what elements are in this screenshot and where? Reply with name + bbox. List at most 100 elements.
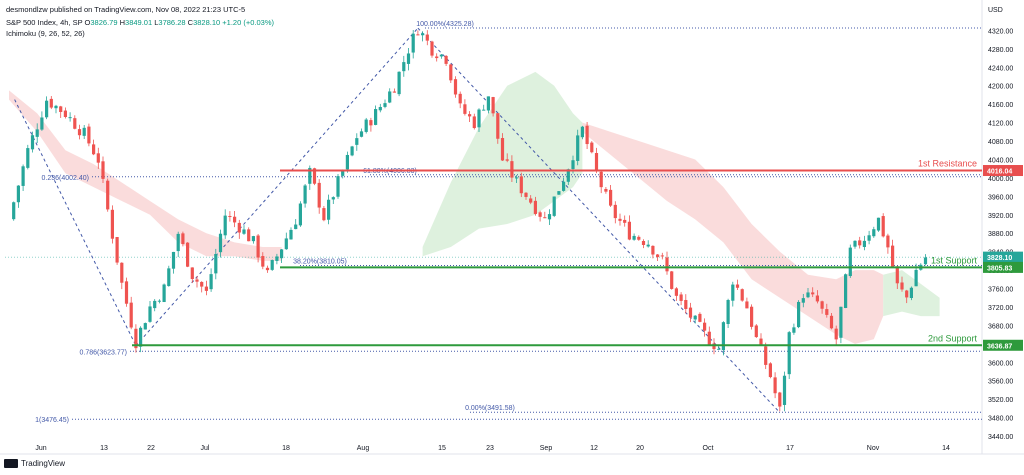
candle <box>383 103 387 107</box>
time-tick-label: Jul <box>201 445 210 452</box>
candle <box>552 196 556 216</box>
candle <box>515 177 519 179</box>
candle <box>209 274 213 290</box>
candle <box>186 242 190 267</box>
candle <box>764 346 768 365</box>
candle <box>16 185 20 203</box>
candle <box>21 166 25 186</box>
candle <box>562 181 566 191</box>
ohlc-low-label: L <box>154 18 159 27</box>
price-tick-label: 3560.00 <box>988 379 1013 386</box>
candle <box>782 375 787 405</box>
candle <box>881 216 885 237</box>
candle <box>374 109 378 125</box>
candle <box>637 236 641 240</box>
candle <box>411 33 415 53</box>
support-price-badge <box>983 261 1023 273</box>
candle <box>496 113 500 139</box>
candle <box>195 279 199 282</box>
candle <box>740 289 744 301</box>
candle <box>482 109 486 111</box>
candle <box>270 260 274 270</box>
candle <box>176 233 180 252</box>
candle <box>486 96 490 111</box>
symbol-ohlc-line: S&P 500 Index, 4h, SP O3826.79 H3849.01 … <box>6 18 274 27</box>
candle <box>547 214 552 220</box>
candle <box>853 240 857 247</box>
candle <box>327 199 331 220</box>
candle <box>449 64 453 81</box>
time-tick-label: 15 <box>438 445 446 452</box>
candle <box>402 62 406 72</box>
candle <box>298 203 302 226</box>
candle <box>533 200 537 214</box>
price-tick-label: 4240.00 <box>988 65 1013 72</box>
candle <box>609 189 613 206</box>
candle <box>331 197 335 200</box>
candle <box>891 245 895 267</box>
time-tick-label: Jun <box>35 445 46 452</box>
candle <box>341 170 345 176</box>
candle <box>115 237 119 263</box>
candle <box>87 126 91 144</box>
fib-swing-line <box>135 27 419 347</box>
currency-label: USD <box>988 7 1003 14</box>
candle <box>735 284 740 288</box>
candle <box>171 251 176 269</box>
candle <box>754 325 758 338</box>
candle <box>204 286 208 291</box>
footer-brand: TradingView <box>4 459 65 468</box>
candle <box>726 300 730 325</box>
candle <box>914 269 918 287</box>
candle <box>153 300 157 309</box>
price-tick-label: 3720.00 <box>988 305 1013 312</box>
candle <box>96 153 100 163</box>
candle <box>251 236 255 242</box>
candle <box>703 322 707 331</box>
price-tick-label: 3480.00 <box>988 416 1013 423</box>
symbol-name[interactable]: S&P 500 Index, 4h, SP <box>6 18 83 27</box>
candle <box>632 235 636 240</box>
fib-level-label: 0.00%(3491.58) <box>465 405 515 412</box>
time-tick-label: 14 <box>942 445 950 452</box>
candle <box>745 301 749 309</box>
fib-level-label: 100.00%(4325.28) <box>416 21 474 28</box>
ohlc-low: 3786.28 <box>158 18 186 27</box>
candle <box>698 313 702 322</box>
candle <box>223 215 227 236</box>
candle <box>425 34 429 41</box>
candle <box>49 98 53 108</box>
time-tick-label: Sep <box>540 445 553 452</box>
candle <box>261 256 265 267</box>
price-tick-label: 3920.00 <box>988 213 1013 220</box>
candle <box>623 219 627 223</box>
candle <box>721 322 725 351</box>
candle <box>218 233 223 253</box>
price-tick-label: 4320.00 <box>988 28 1013 35</box>
candle <box>336 176 340 197</box>
level-label: 1st Resistance <box>918 159 977 169</box>
candle <box>355 138 359 145</box>
candle <box>143 323 147 330</box>
candle <box>129 302 133 328</box>
candle <box>124 281 129 304</box>
candle <box>862 240 866 248</box>
resistance-price-badge <box>983 165 1023 177</box>
candle <box>538 212 542 217</box>
ohlc-open: 3826.79 <box>90 18 118 27</box>
candle <box>181 233 185 245</box>
price-tick-label: 4000.00 <box>988 176 1013 183</box>
time-tick-label: 17 <box>786 445 794 452</box>
candle <box>308 167 312 184</box>
candle <box>110 209 114 239</box>
indicator-legend[interactable]: Ichimoku (9, 26, 52, 26) <box>6 29 85 38</box>
candle <box>811 292 815 295</box>
candle <box>392 91 396 93</box>
support2-price-badge <box>983 339 1023 351</box>
candle <box>237 222 241 233</box>
candle <box>656 254 660 258</box>
resistance-price-badge-text: 4016.04 <box>987 169 1012 176</box>
candle <box>839 306 843 338</box>
ohlc-high: 3849.01 <box>125 18 153 27</box>
